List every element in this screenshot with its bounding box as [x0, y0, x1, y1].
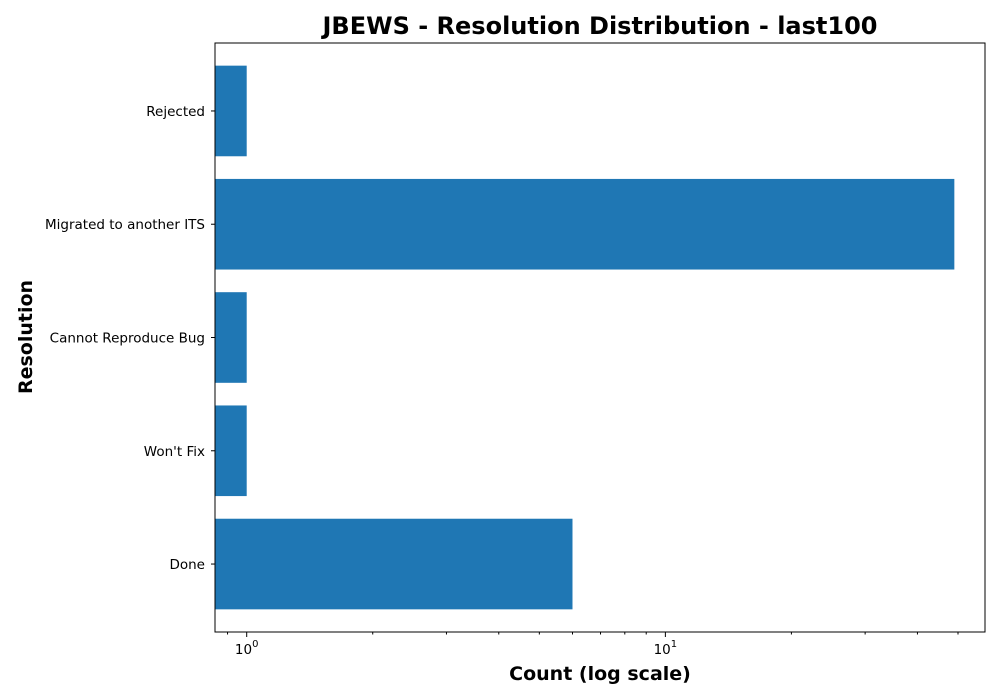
y-tick-label: Migrated to another ITS	[45, 217, 205, 233]
chart-title: JBEWS - Resolution Distribution - last10…	[321, 12, 878, 40]
x-tick-base: 10	[654, 642, 671, 658]
x-tick-label: 101	[654, 639, 678, 658]
bar-won-t-fix	[215, 405, 247, 497]
x-tick-base: 10	[235, 642, 252, 658]
bar-done	[215, 518, 573, 610]
y-tick-label: Cannot Reproduce Bug	[50, 331, 205, 347]
x-ticks-group: 100 101	[227, 632, 959, 658]
bars-group	[215, 65, 955, 610]
bar-migrated-to-another-its	[215, 178, 955, 270]
bar-rejected	[215, 65, 247, 157]
y-axis-label: Resolution	[15, 280, 37, 394]
plot-frame	[214, 42, 986, 633]
x-tick-exponent: 1	[671, 639, 677, 650]
x-tick-label: 100	[235, 639, 259, 658]
y-tick-label: Rejected	[146, 104, 205, 120]
y-ticks-group: Done Won't Fix Cannot Reproduce Bug Migrate…	[45, 104, 215, 573]
y-tick-label: Done	[169, 557, 205, 573]
y-tick-label: Won't Fix	[144, 444, 205, 460]
bar-cannot-reproduce-bug	[215, 292, 247, 383]
x-tick-exponent: 0	[252, 639, 258, 650]
x-axis-label: Count (log scale)	[509, 663, 691, 685]
